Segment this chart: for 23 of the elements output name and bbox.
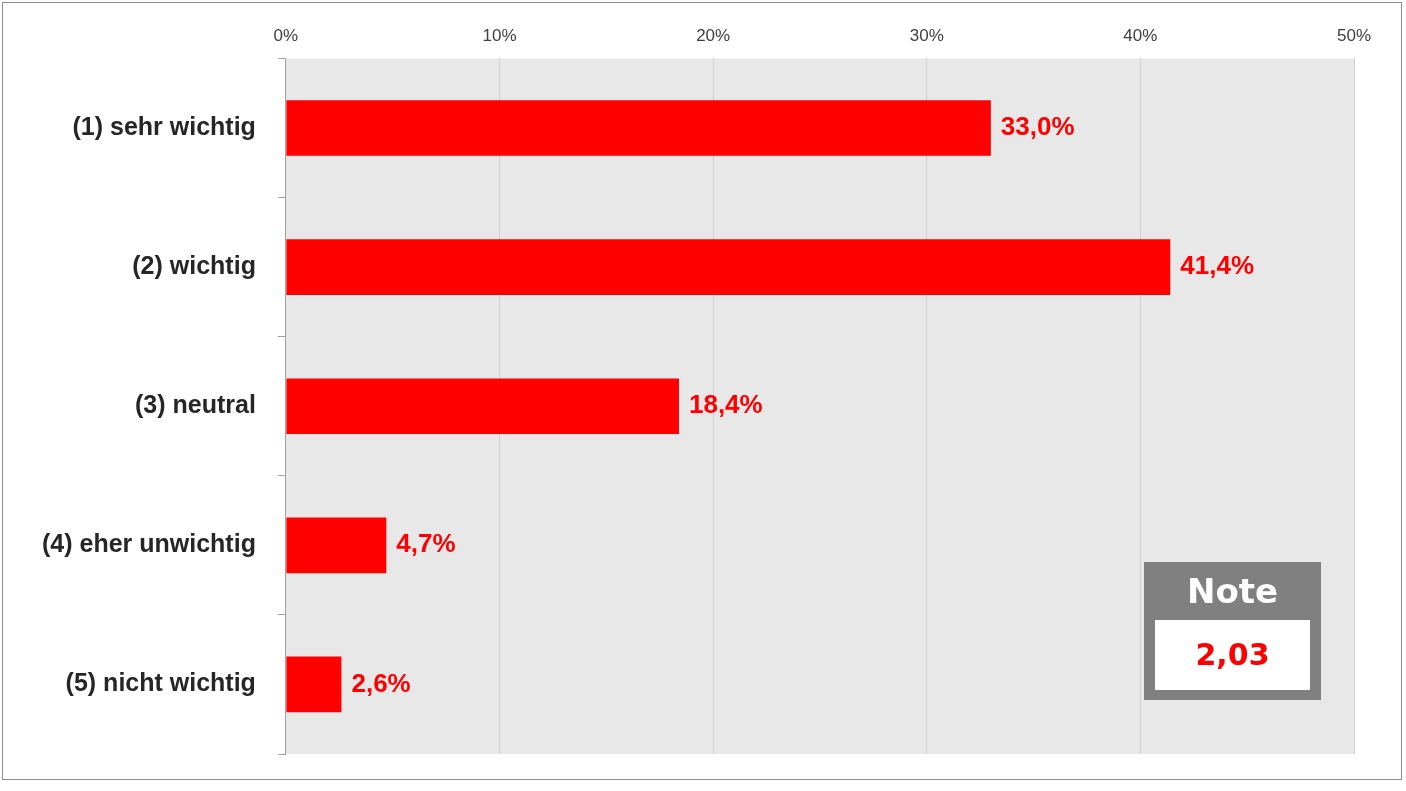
- y-tick-label: (1) sehr wichtig: [72, 111, 256, 140]
- data-label: 33,0%: [1000, 111, 1075, 142]
- x-tick-label: 30%: [909, 25, 944, 45]
- data-label: 41,4%: [1180, 250, 1255, 281]
- x-tick-label: 20%: [696, 25, 731, 45]
- y-tick-label: (2) wichtig: [132, 250, 256, 279]
- data-label: 18,4%: [688, 389, 763, 420]
- x-tick-label: 10%: [482, 25, 517, 45]
- data-label: 2,6%: [351, 667, 411, 698]
- bar: [286, 517, 387, 574]
- x-tick-label: 0%: [273, 25, 299, 45]
- bar: [286, 378, 679, 435]
- y-tick-label: (3) neutral: [135, 390, 256, 419]
- annotation: 2,03: [1155, 620, 1310, 690]
- x-tick-label: 40%: [1123, 25, 1158, 45]
- data-label: 4,7%: [396, 528, 456, 559]
- bar: [286, 100, 991, 156]
- y-tick-label: (5) nicht wichtig: [65, 668, 256, 697]
- bar: [286, 656, 342, 713]
- y-tick-label: (4) eher unwichtig: [42, 529, 256, 558]
- x-tick-label: 50%: [1336, 25, 1372, 45]
- annotation: Note: [1185, 570, 1280, 613]
- bar: [286, 239, 1171, 295]
